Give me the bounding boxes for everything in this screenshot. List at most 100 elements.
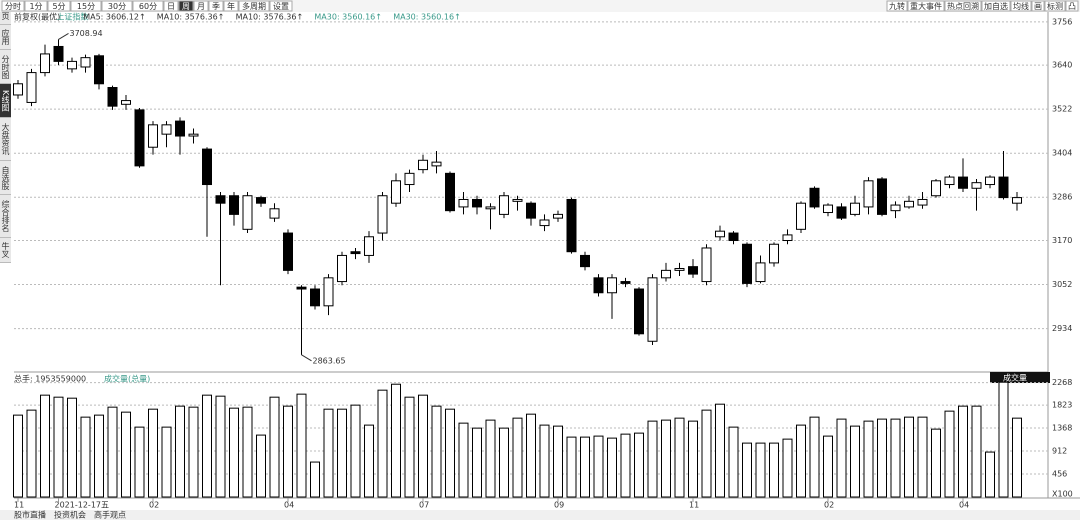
sidebar-tab[interactable]: 分时图: [0, 50, 11, 84]
tool-btn[interactable]: 加自选: [984, 1, 1008, 11]
volume-bar: [526, 413, 536, 498]
tool-btn-bg[interactable]: [1044, 0, 1066, 12]
volume-bar: [553, 425, 563, 498]
bottom-tab[interactable]: 高手观点: [94, 510, 126, 520]
candle-body: [674, 267, 685, 271]
candle-body: [445, 172, 455, 212]
period-tab[interactable]: 设置: [273, 1, 289, 11]
bottom-tab[interactable]: 投资机会: [54, 510, 86, 520]
candle-body: [728, 232, 739, 242]
tool-btn-bg[interactable]: [981, 0, 1011, 12]
period-tab-bg[interactable]: [178, 0, 194, 12]
volume-bar: [499, 427, 509, 498]
candle-body: [472, 198, 482, 208]
tool-btn[interactable]: 九转: [889, 1, 905, 11]
tool-btn-bg[interactable]: [1031, 0, 1045, 12]
tool-btn[interactable]: 凸: [1068, 2, 1076, 11]
candle-body: [94, 55, 104, 85]
period-tab-bg[interactable]: [101, 0, 133, 12]
volume-bar: [728, 426, 739, 498]
sidebar-tab[interactable]: 牛叉: [0, 238, 11, 263]
sidebar-tab[interactable]: 自选股: [0, 161, 11, 195]
period-tab[interactable]: 15分: [77, 2, 95, 11]
period-tab-bg[interactable]: [223, 0, 239, 12]
volume-bar: [188, 406, 199, 498]
volume-tick-label: 912: [1052, 447, 1067, 456]
tool-btn-bg[interactable]: [886, 0, 908, 12]
period-tab[interactable]: 5分: [52, 2, 65, 11]
sidebar-tab[interactable]: 大盘资讯: [0, 118, 11, 161]
sidebar-tab[interactable]: K线图: [0, 84, 11, 118]
tool-btn[interactable]: 标测: [1047, 1, 1063, 11]
tool-btn-bg[interactable]: [944, 0, 982, 12]
price-tick-label: 3170: [1052, 236, 1072, 245]
volume-bar: [647, 420, 658, 498]
candle-body: [634, 288, 644, 335]
period-tab[interactable]: 多周期: [242, 1, 266, 11]
volume-button[interactable]: 成交量: [1003, 373, 1027, 383]
period-tab[interactable]: 年: [227, 1, 235, 11]
date-label: 04: [959, 501, 969, 510]
volume-bar: [539, 424, 550, 498]
volume-bar: [458, 422, 469, 498]
period-tab[interactable]: 1分: [29, 2, 42, 11]
period-tab[interactable]: 月: [197, 2, 205, 11]
tool-btn-bg[interactable]: [907, 0, 945, 12]
volume-bar: [391, 383, 401, 498]
volume-bar: [769, 442, 779, 498]
period-tab[interactable]: 30分: [108, 2, 126, 11]
candle-body: [148, 124, 158, 148]
period-tab-bg[interactable]: [70, 0, 102, 12]
candle-body: [418, 159, 428, 171]
date-label: 02: [824, 501, 834, 510]
volume-button-bg[interactable]: [990, 372, 1050, 383]
volume-bar: [67, 397, 77, 498]
period-tab-bg[interactable]: [163, 0, 179, 12]
date-label: 02: [149, 501, 159, 510]
volume-label: 成交量(总量): [104, 374, 150, 384]
bottom-tab[interactable]: 股市直播: [14, 510, 46, 520]
volume-bar: [377, 389, 388, 498]
tool-btn[interactable]: 重大事件: [910, 1, 942, 11]
period-tab[interactable]: 周: [182, 2, 190, 11]
period-tab[interactable]: 季: [212, 1, 220, 11]
period-tab-bg[interactable]: [132, 0, 164, 12]
tool-btn[interactable]: 均线: [1013, 1, 1029, 11]
candle-body: [863, 180, 874, 208]
candle-body: [242, 195, 253, 230]
candle-body: [998, 176, 1009, 199]
candle-body: [229, 195, 239, 215]
tool-btn-bg[interactable]: [1010, 0, 1032, 12]
period-tab[interactable]: 日: [167, 2, 175, 11]
volume-bar: [674, 417, 685, 498]
candle-body: [134, 109, 145, 167]
candle-body: [850, 202, 860, 215]
candle-body: [823, 204, 833, 214]
volume-bar: [485, 419, 496, 498]
date-label: 11: [689, 501, 699, 510]
date-label: 2021-12-17五: [55, 501, 110, 510]
sidebar-tab[interactable]: 应用: [0, 25, 11, 50]
tool-btn[interactable]: 画: [1034, 2, 1042, 11]
date-label: 04: [284, 501, 294, 510]
volume-bar: [350, 404, 361, 498]
period-tab[interactable]: 分时: [5, 1, 21, 11]
sidebar-tab[interactable]: 综合排名: [0, 195, 11, 238]
tool-btn-bg[interactable]: [1065, 0, 1079, 12]
period-tab[interactable]: 60分: [139, 2, 157, 11]
tool-btn[interactable]: 热点回溯: [947, 1, 979, 11]
candle-body: [580, 254, 590, 268]
period-tab-bg[interactable]: [47, 0, 71, 12]
period-tab-bg[interactable]: [24, 0, 48, 12]
candle-body: [107, 87, 118, 107]
volume-bar: [593, 435, 604, 498]
period-tab-bg[interactable]: [269, 0, 293, 12]
price-tick-label: 3756: [1052, 17, 1072, 26]
volume-bar: [229, 407, 239, 498]
volume-bar: [998, 381, 1009, 498]
period-tab-bg[interactable]: [193, 0, 209, 12]
period-tab-bg[interactable]: [208, 0, 224, 12]
period-tab-bg[interactable]: [1, 0, 25, 12]
period-tab-bg[interactable]: [238, 0, 270, 12]
volume-bar: [175, 405, 185, 498]
